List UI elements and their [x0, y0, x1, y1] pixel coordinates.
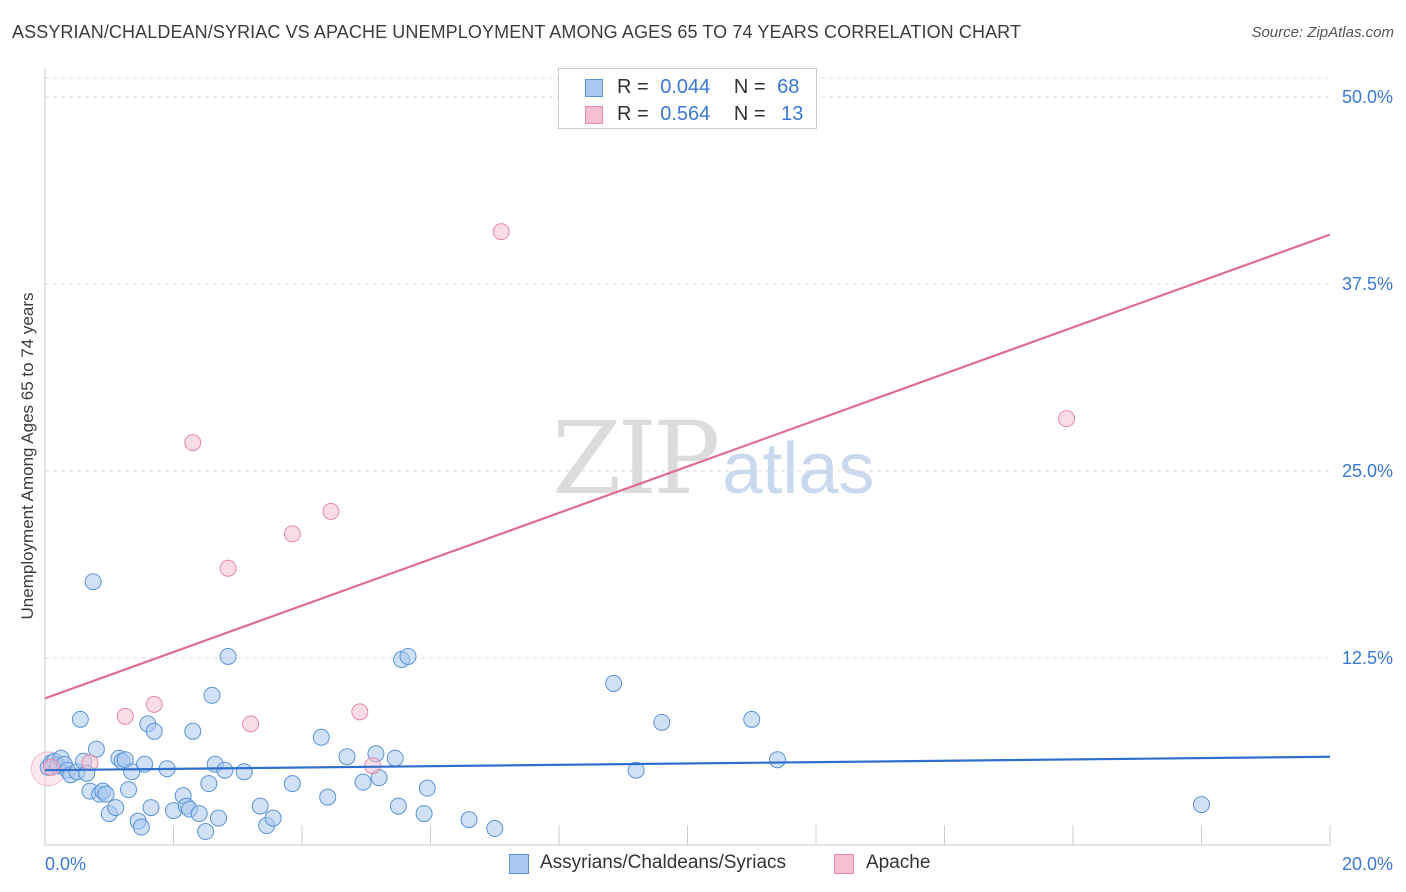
trendline-assyrians [44, 755, 1331, 772]
point-apache [1058, 410, 1076, 428]
point-assyrians [605, 674, 623, 692]
point-assyrians [184, 722, 202, 740]
point-apache [81, 754, 99, 772]
point-assyrians [219, 648, 237, 666]
point-assyrians [743, 710, 761, 728]
x-tick-label: 20.0% [1342, 854, 1393, 874]
series-swatch-assyrians [509, 854, 529, 874]
legend-n-value-assyrians: 68 [777, 76, 800, 98]
point-apache [42, 758, 60, 776]
point-assyrians [190, 805, 208, 823]
stats-legend: R = 0.044 N = 68 R = 0.564 N = 13 [558, 68, 817, 129]
point-assyrians [354, 773, 372, 791]
point-assyrians [197, 823, 215, 841]
series-label-assyrians: Assyrians/Chaldeans/Syriacs [540, 852, 787, 873]
legend-r-label: R = [617, 103, 649, 125]
series-label-apache: Apache [866, 852, 931, 873]
legend-swatch-assyrians [585, 79, 603, 97]
point-assyrians [203, 686, 221, 704]
point-assyrians [71, 710, 89, 728]
point-assyrians [132, 818, 150, 836]
legend-n-label: N = [733, 76, 766, 98]
point-assyrians [283, 775, 301, 793]
point-assyrians [251, 797, 269, 815]
watermark-zip: ZIP [552, 400, 720, 517]
x-tick-label: 0.0% [45, 854, 86, 874]
point-apache [283, 525, 301, 543]
point-assyrians [1193, 796, 1210, 814]
point-apache [322, 502, 340, 520]
y-tick-label: 50.0% [1342, 87, 1393, 107]
legend-r-label: R = [617, 76, 649, 98]
legend-r-value-apache: 0.564 [660, 103, 711, 125]
watermark: ZIPatlas [552, 400, 874, 517]
point-assyrians [399, 648, 417, 666]
point-assyrians [768, 751, 786, 769]
point-apache [184, 434, 202, 452]
point-assyrians [460, 811, 478, 829]
point-assyrians [319, 788, 337, 806]
y-tick-label: 37.5% [1342, 274, 1393, 294]
point-assyrians [97, 785, 115, 803]
source-credit: Source: ZipAtlas.com [1251, 24, 1394, 41]
point-assyrians [84, 573, 102, 591]
legend-n-value-apache: 13 [781, 103, 804, 125]
point-assyrians [312, 728, 330, 746]
point-assyrians [107, 799, 125, 817]
point-assyrians [418, 779, 436, 797]
y-tick-label: 25.0% [1342, 461, 1393, 481]
chart-title: ASSYRIAN/CHALDEAN/SYRIAC VS APACHE UNEMP… [12, 22, 1022, 42]
point-assyrians [386, 749, 404, 767]
point-assyrians [120, 781, 138, 799]
point-assyrians [653, 713, 671, 731]
point-assyrians [415, 805, 433, 823]
point-assyrians [123, 763, 141, 781]
point-assyrians [338, 748, 356, 766]
point-apache [145, 695, 163, 713]
point-assyrians [235, 763, 253, 781]
point-assyrians [200, 775, 218, 793]
point-assyrians [145, 722, 163, 740]
point-assyrians [389, 797, 407, 815]
y-axis-label: Unemployment Among Ages 65 to 74 years [18, 292, 37, 620]
legend-n-label: N = [733, 103, 766, 125]
point-assyrians [486, 820, 504, 838]
point-assyrians [209, 809, 227, 827]
watermark-atlas: atlas [722, 429, 875, 509]
point-assyrians [142, 799, 160, 817]
point-apache [492, 223, 510, 241]
legend-swatch-apache [585, 106, 603, 124]
y-tick-label: 12.5% [1342, 648, 1393, 668]
point-apache [242, 715, 260, 733]
point-apache [116, 707, 134, 725]
legend-r-value-assyrians: 0.044 [660, 76, 711, 98]
point-assyrians [627, 761, 645, 779]
trendline-apache [44, 233, 1331, 700]
point-assyrians [264, 809, 282, 827]
point-apache [351, 703, 369, 721]
point-assyrians [216, 761, 234, 779]
point-apache [219, 559, 237, 577]
series-swatch-apache [834, 854, 854, 874]
